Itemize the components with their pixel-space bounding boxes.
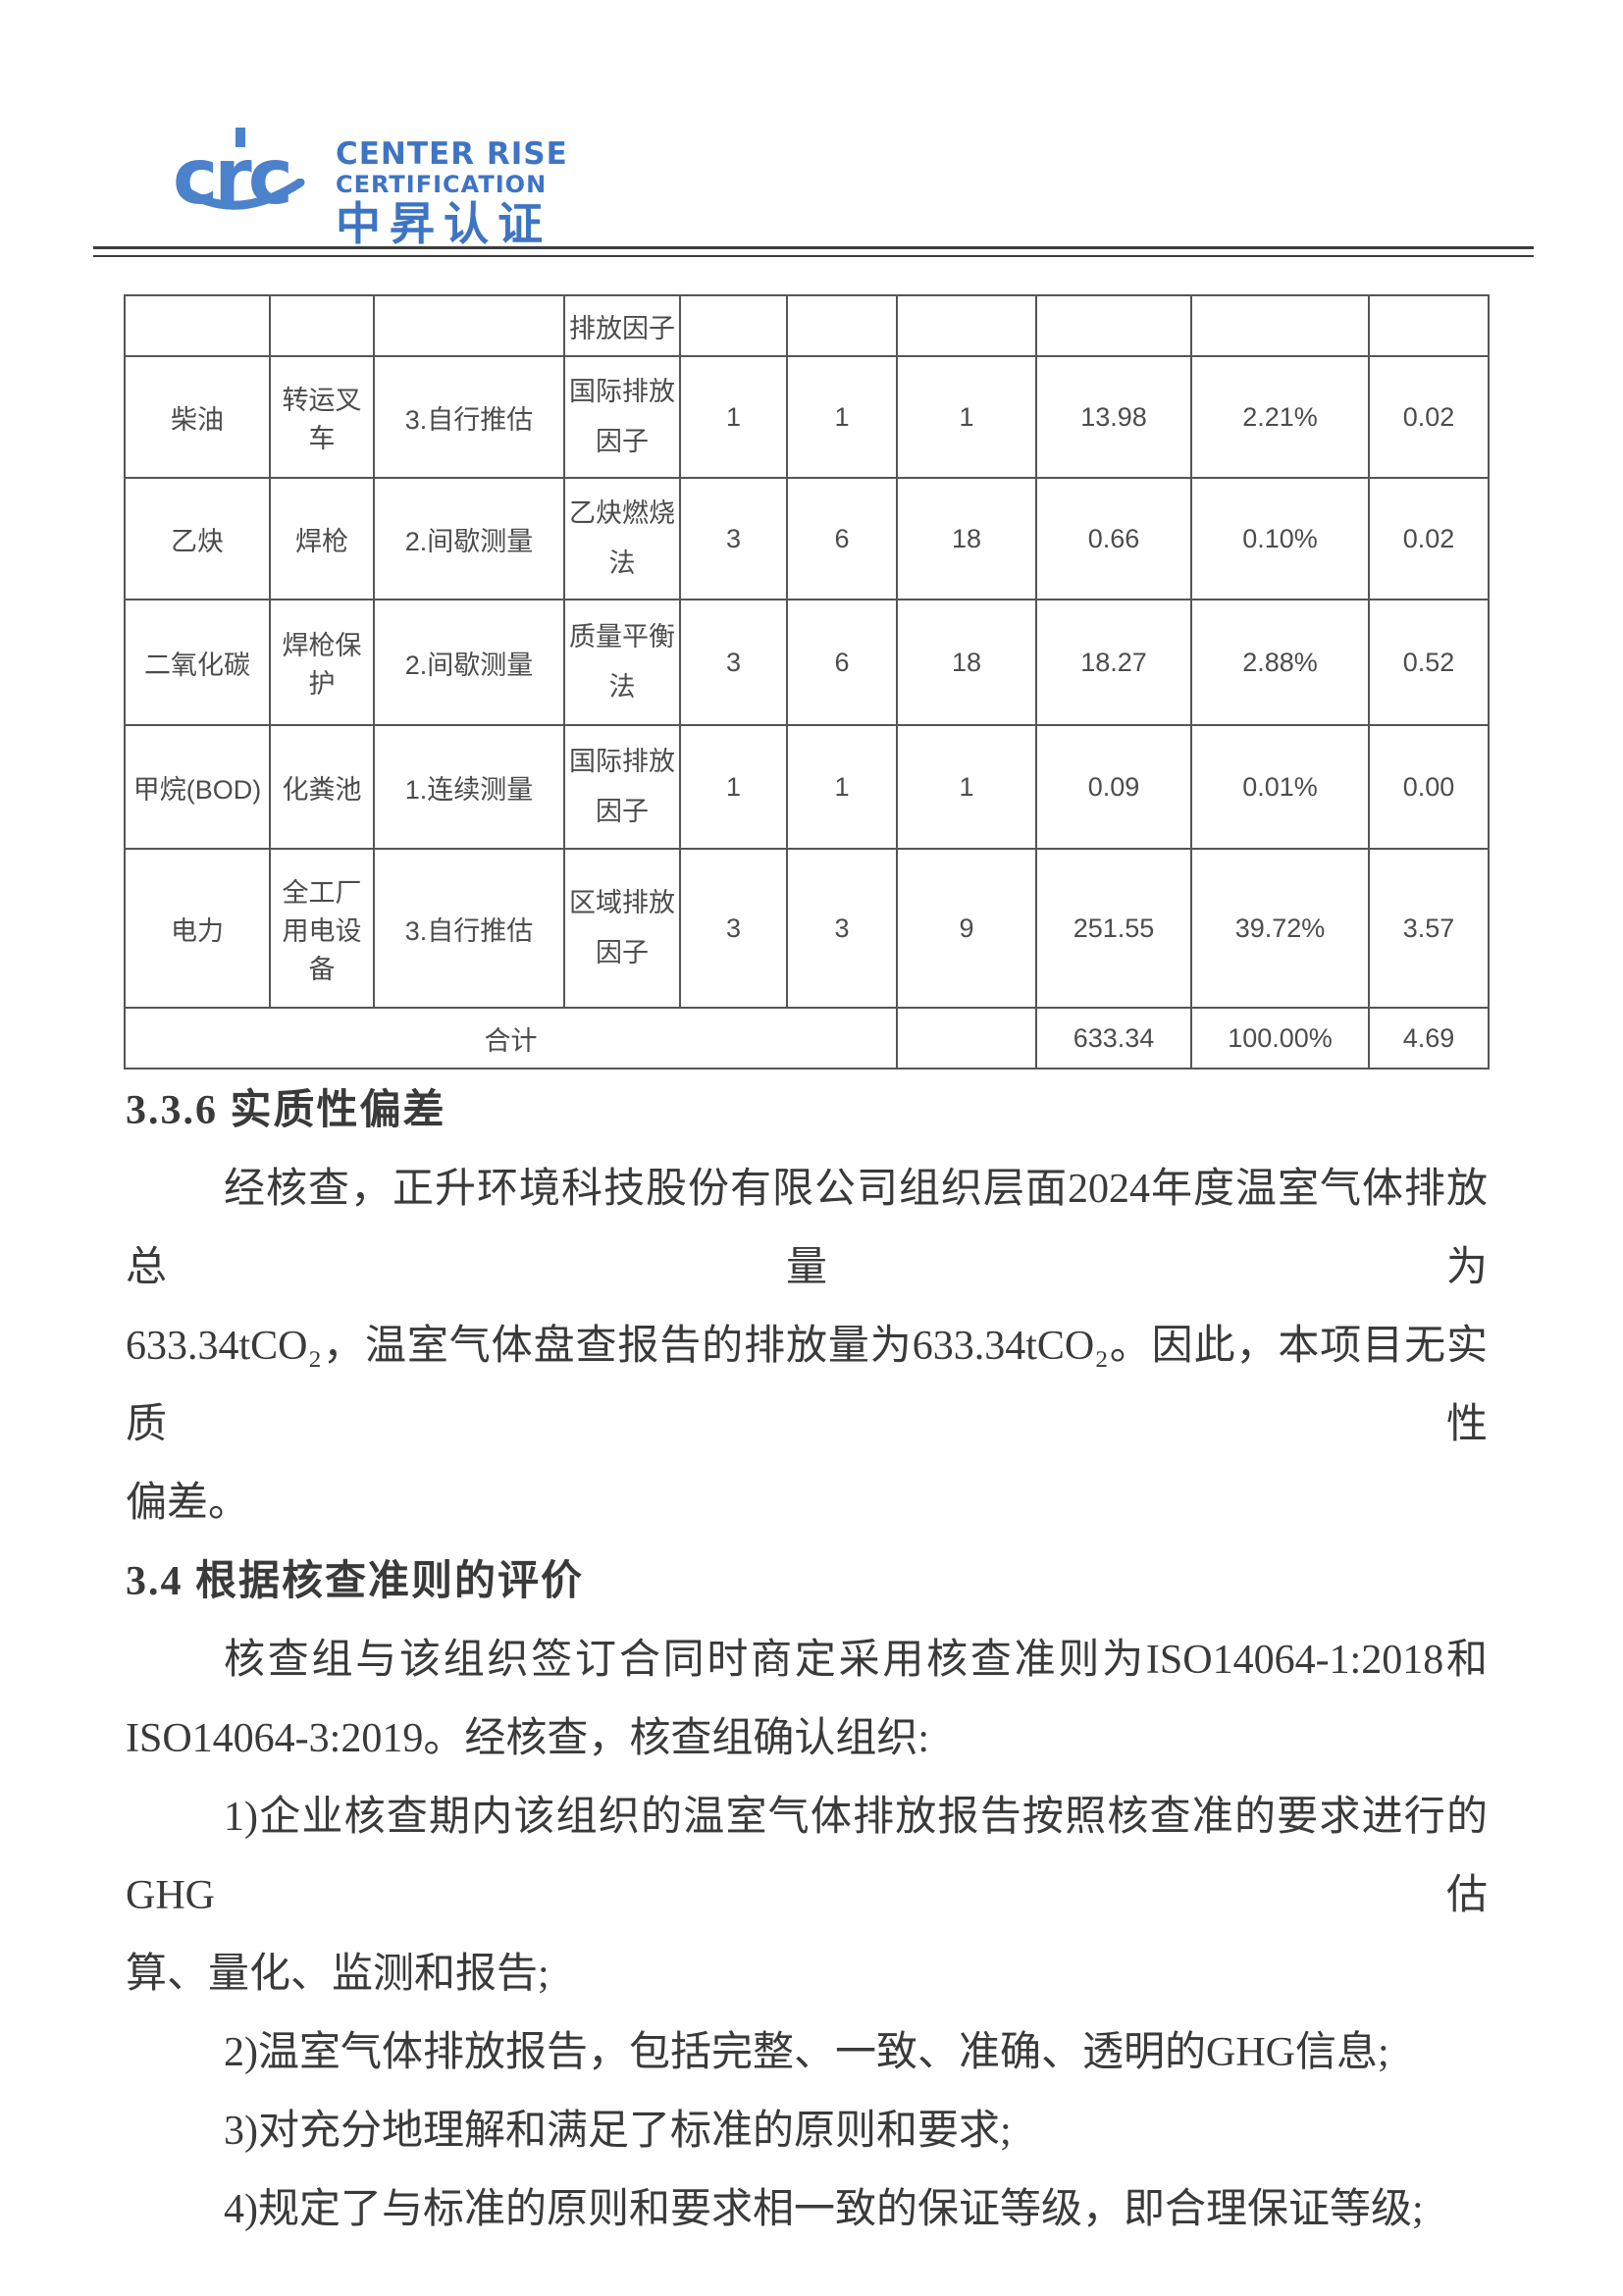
cell-n3: 9 bbox=[896, 848, 1037, 1009]
cell-total-spacer bbox=[896, 1007, 1037, 1070]
cell-n2: 6 bbox=[786, 599, 898, 726]
cell-emission: 251.55 bbox=[1035, 848, 1192, 1009]
cell-n1: 3 bbox=[679, 477, 788, 600]
cell-category: 甲烷(BOD) bbox=[124, 724, 271, 850]
section-heading-3-3-6: 3.3.6 实质性偏差 bbox=[126, 1088, 446, 1133]
logo-tick bbox=[236, 128, 245, 147]
table-cell-factor-header: 排放因子 bbox=[563, 294, 681, 357]
cell-equipment: 化粪池 bbox=[269, 724, 375, 850]
logo-name-cn: 中昇认证 bbox=[336, 199, 551, 249]
cell-share: 39.72% bbox=[1190, 848, 1370, 1009]
cell-total-ga: 4.69 bbox=[1368, 1007, 1490, 1070]
cell-total-share: 100.00% bbox=[1190, 1007, 1370, 1070]
cell-n3: 18 bbox=[896, 599, 1037, 726]
cell-n3: 1 bbox=[896, 355, 1037, 479]
list-item-3: 3)对充分地理解和满足了标准的原则和要求; bbox=[224, 2109, 1012, 2154]
paragraph-line: ISO14064-3:2019。经核查，核查组确认组织: bbox=[126, 1716, 930, 1761]
cell-n3: 1 bbox=[896, 724, 1037, 850]
cell-emission: 0.09 bbox=[1035, 724, 1192, 850]
cell-factor-type: 乙炔燃烧法 bbox=[563, 477, 681, 600]
table-row-methane: 甲烷(BOD) 化粪池 1.连续测量 国际排放因子 1 1 1 0.09 0.0… bbox=[124, 724, 1490, 850]
cell-n2: 1 bbox=[786, 724, 898, 850]
cell-n1: 1 bbox=[679, 355, 788, 479]
cell-factor-type: 国际排放因子 bbox=[563, 355, 681, 479]
table-row-co2: 二氧化碳 焊枪保护 2.间歇测量 质量平衡法 3 6 18 18.27 2.88… bbox=[124, 599, 1490, 726]
cell-ga: 0.02 bbox=[1368, 355, 1490, 479]
emissions-table: 排放因子 柴油 转运叉车 3.自行推估 国际排放因子 1 1 1 13.98 2… bbox=[124, 294, 1490, 1070]
cell-equipment: 焊枪 bbox=[269, 477, 375, 600]
cell-n1: 1 bbox=[679, 724, 788, 850]
cell-emission: 0.66 bbox=[1035, 477, 1192, 600]
table-row-electricity: 电力 全工厂用电设备 3.自行推估 区域排放因子 3 3 9 251.55 39… bbox=[124, 848, 1490, 1009]
table-row-acetylene: 乙炔 焊枪 2.间歇测量 乙炔燃烧法 3 6 18 0.66 0.10% 0.0… bbox=[124, 477, 1490, 600]
cell-n1: 3 bbox=[679, 848, 788, 1009]
cell-emission: 18.27 bbox=[1035, 599, 1192, 726]
cell-share: 2.21% bbox=[1190, 355, 1370, 479]
cell-n2: 1 bbox=[786, 355, 898, 479]
cell-factor-type: 区域排放因子 bbox=[563, 848, 681, 1009]
cell-factor-type: 国际排放因子 bbox=[563, 724, 681, 850]
cell-ga: 0.52 bbox=[1368, 599, 1490, 726]
logo-subtitle-en: CERTIFICATION bbox=[336, 171, 548, 198]
table-cell bbox=[679, 294, 788, 357]
company-logo: crc CENTER RISE CERTIFICATION 中昇认证 bbox=[173, 128, 568, 247]
header-divider bbox=[93, 246, 1534, 257]
paragraph-line: 经核查，正升环境科技股份有限公司组织层面2024年度温室气体排放总量为 bbox=[126, 1167, 1488, 1290]
cell-n2: 3 bbox=[786, 848, 898, 1009]
cell-n2: 6 bbox=[786, 477, 898, 600]
table-total-row: 合计 633.34 100.00% 4.69 bbox=[124, 1007, 1490, 1070]
table-row-diesel: 柴油 转运叉车 3.自行推估 国际排放因子 1 1 1 13.98 2.21% … bbox=[124, 355, 1490, 479]
cell-share: 0.01% bbox=[1190, 724, 1370, 850]
cell-emission: 13.98 bbox=[1035, 355, 1192, 479]
cell-method: 1.连续测量 bbox=[373, 724, 565, 850]
cell-total-emission: 633.34 bbox=[1035, 1007, 1192, 1070]
section-heading-3-4: 3.4 根据核查准则的评价 bbox=[126, 1559, 585, 1604]
logo-name-en: CENTER RISE bbox=[336, 136, 568, 172]
table-cell bbox=[373, 294, 565, 357]
cell-method: 3.自行推估 bbox=[373, 848, 565, 1009]
paragraph-line: 算、量化、监测和报告; bbox=[126, 1952, 550, 1997]
list-item-2: 2)温室气体排放报告，包括完整、一致、准确、透明的GHG信息; bbox=[224, 2030, 1389, 2075]
cell-category: 二氧化碳 bbox=[124, 599, 271, 726]
cell-category: 柴油 bbox=[124, 355, 271, 479]
table-cell bbox=[124, 294, 271, 357]
logo-text-block: CENTER RISE CERTIFICATION 中昇认证 bbox=[336, 139, 568, 247]
cell-ga: 0.02 bbox=[1368, 477, 1490, 600]
cell-n3: 18 bbox=[896, 477, 1037, 600]
table-cell bbox=[1368, 294, 1490, 357]
cell-share: 0.10% bbox=[1190, 477, 1370, 600]
cell-factor-type: 质量平衡法 bbox=[563, 599, 681, 726]
cell-total-label: 合计 bbox=[124, 1007, 898, 1070]
table-cell bbox=[1190, 294, 1370, 357]
table-partial-header-row: 排放因子 bbox=[124, 294, 1490, 357]
table-cell bbox=[269, 294, 375, 357]
cell-method: 3.自行推估 bbox=[373, 355, 565, 479]
cell-equipment: 转运叉车 bbox=[269, 355, 375, 479]
logo-swoosh-icon bbox=[181, 179, 305, 210]
paragraph-line: 1)企业核查期内该组织的温室气体排放报告按照核查准的要求进行的GHG估 bbox=[126, 1795, 1488, 1918]
list-item-4: 4)规定了与标准的原则和要求相一致的保证等级，即合理保证等级; bbox=[224, 2187, 1424, 2232]
paragraph-line: 偏差。 bbox=[126, 1481, 250, 1526]
cell-method: 2.间歇测量 bbox=[373, 477, 565, 600]
cell-ga: 3.57 bbox=[1368, 848, 1490, 1009]
document-body: 3.3.6 实质性偏差 经核查，正升环境科技股份有限公司组织层面2024年度温室… bbox=[126, 1071, 1488, 2249]
cell-category: 乙炔 bbox=[124, 477, 271, 600]
table-cell bbox=[1035, 294, 1192, 357]
cell-equipment: 全工厂用电设备 bbox=[269, 848, 375, 1009]
cell-equipment: 焊枪保护 bbox=[269, 599, 375, 726]
paragraph-line: 633.34tCO₂，温室气体盘查报告的排放量为633.34tCO₂。因此，本项… bbox=[126, 1324, 1488, 1447]
table-cell bbox=[786, 294, 898, 357]
cell-share: 2.88% bbox=[1190, 599, 1370, 726]
cell-ga: 0.00 bbox=[1368, 724, 1490, 850]
cell-category: 电力 bbox=[124, 848, 271, 1009]
paragraph-line: 核查组与该组织签订合同时商定采用核查准则为ISO14064-1:2018和 bbox=[224, 1638, 1488, 1683]
cell-n1: 3 bbox=[679, 599, 788, 726]
crc-monogram-icon: crc bbox=[173, 128, 320, 234]
cell-method: 2.间歇测量 bbox=[373, 599, 565, 726]
table-cell bbox=[896, 294, 1037, 357]
